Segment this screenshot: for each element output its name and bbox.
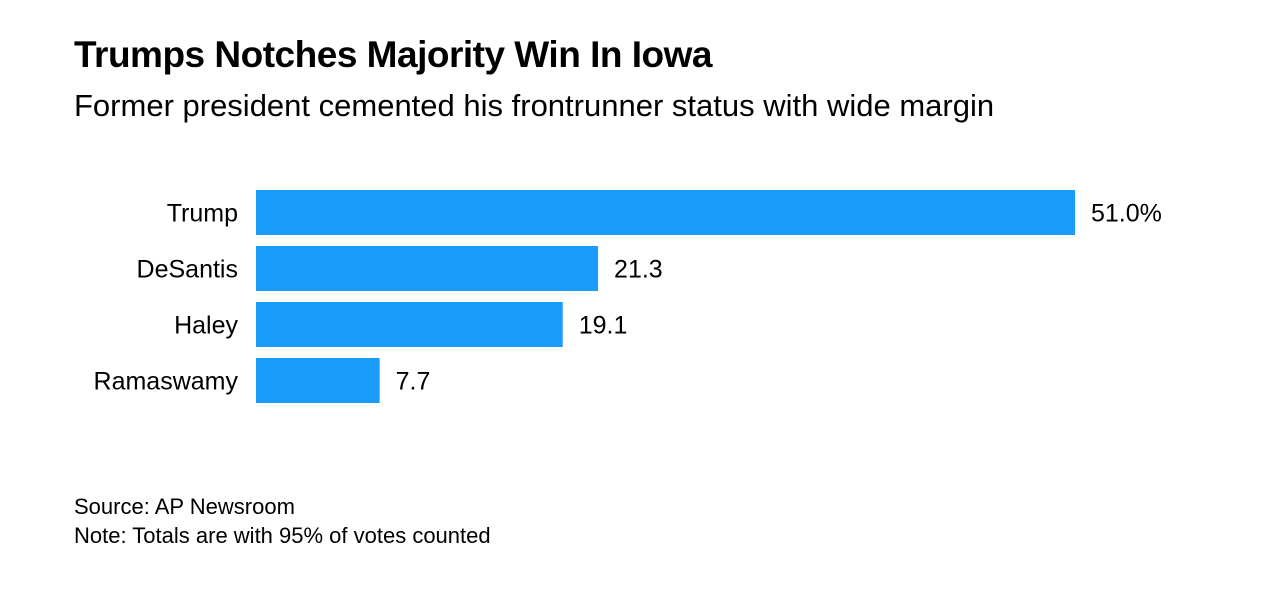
bar-ramaswamy [256,358,380,403]
source-note: Source: AP Newsroom [74,494,295,519]
chart-footer: Source: AP Newsroom Note: Totals are wit… [74,492,491,550]
category-label-desantis: DeSantis [137,256,238,284]
category-label-trump: Trump [167,200,238,228]
bar-trump [256,190,1075,235]
category-label-ramaswamy: Ramaswamy [94,368,239,396]
bar-desantis [256,246,599,291]
value-label-haley: 19.1 [579,312,628,340]
bar-haley [256,302,563,347]
value-label-trump: 51.0% [1091,200,1162,228]
chart-title: Trumps Notches Majority Win In Iowa [74,34,712,75]
chart-subtitle: Former president cemented his frontrunne… [74,88,995,123]
value-label-ramaswamy: 7.7 [396,368,431,396]
category-label-haley: Haley [174,312,238,340]
value-label-desantis: 21.3 [614,256,663,284]
counting-note: Note: Totals are with 95% of votes count… [74,523,491,548]
